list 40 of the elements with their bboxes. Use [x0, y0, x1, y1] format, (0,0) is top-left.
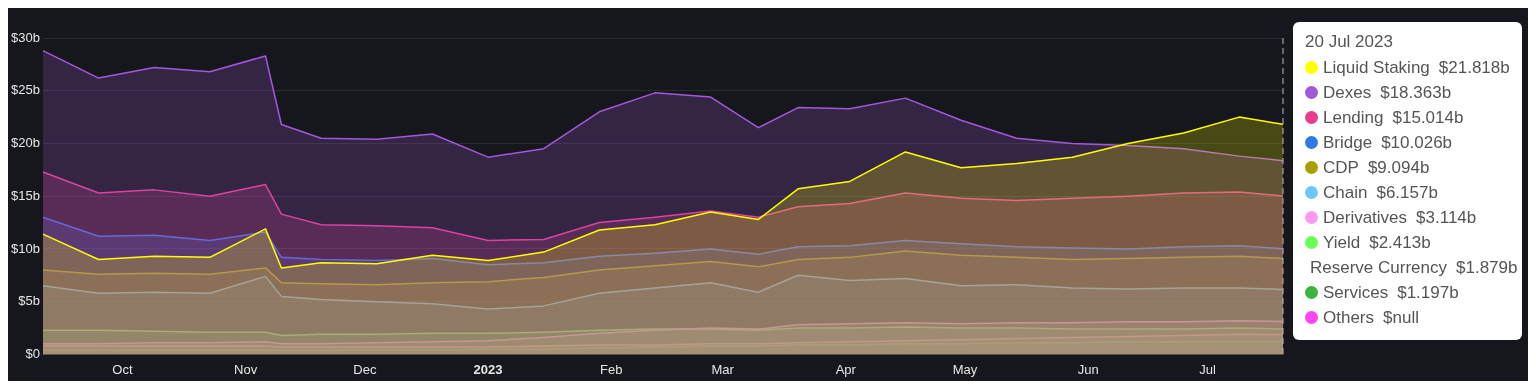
legend-label: Dexes — [1323, 82, 1372, 104]
text: $null — [1383, 307, 1419, 329]
x-tick-label: Feb — [600, 361, 623, 377]
x-tick-label: Jul — [1199, 361, 1216, 377]
text: $10.026b — [1381, 132, 1453, 154]
legend-label: CDP — [1323, 157, 1359, 179]
legend-label: Chain — [1323, 182, 1368, 204]
y-tick-label: $0 — [25, 345, 40, 361]
legend-title: 20 Jul 2023 — [1305, 32, 1394, 52]
y-tick-label: $25b — [11, 82, 40, 98]
x-tick-label: May — [952, 361, 978, 377]
text: $1.879b — [1456, 257, 1518, 279]
legend-label: Yield — [1323, 232, 1361, 254]
text: $2.413b — [1369, 232, 1431, 254]
legend-label: Lending — [1323, 107, 1384, 129]
legend-label: Bridge — [1323, 132, 1373, 154]
legend-label: Derivatives — [1323, 207, 1408, 229]
text: $21.818b — [1438, 57, 1510, 79]
y-tick-label: $20b — [11, 135, 40, 151]
x-tick-label: Mar — [711, 361, 735, 377]
x-tick-label: Dec — [353, 361, 377, 377]
text: $9.094b — [1367, 157, 1430, 179]
x-tick-label: Jun — [1077, 361, 1099, 377]
x-tick-label: Nov — [234, 361, 258, 377]
text: $3.114b — [1416, 207, 1477, 229]
x-tick-label: Oct — [112, 361, 133, 377]
legend-label: Others — [1323, 307, 1375, 329]
x-tick-label: 2023 — [473, 361, 503, 377]
text: $6.157b — [1376, 182, 1438, 204]
text: $15.014b — [1392, 107, 1464, 129]
text: $18.363b — [1380, 82, 1452, 104]
y-tick-label: $10b — [11, 240, 40, 256]
y-tick-label: $15b — [11, 187, 40, 203]
legend-label: Services — [1323, 282, 1389, 304]
legend-label: Liquid Staking — [1323, 57, 1430, 79]
y-tick-label: $30b — [11, 29, 40, 45]
text: Reserve Currency — [1310, 257, 1447, 279]
y-tick-label: $5b — [18, 293, 40, 309]
x-tick-label: Apr — [835, 361, 857, 377]
text: $1.197b — [1397, 282, 1459, 304]
